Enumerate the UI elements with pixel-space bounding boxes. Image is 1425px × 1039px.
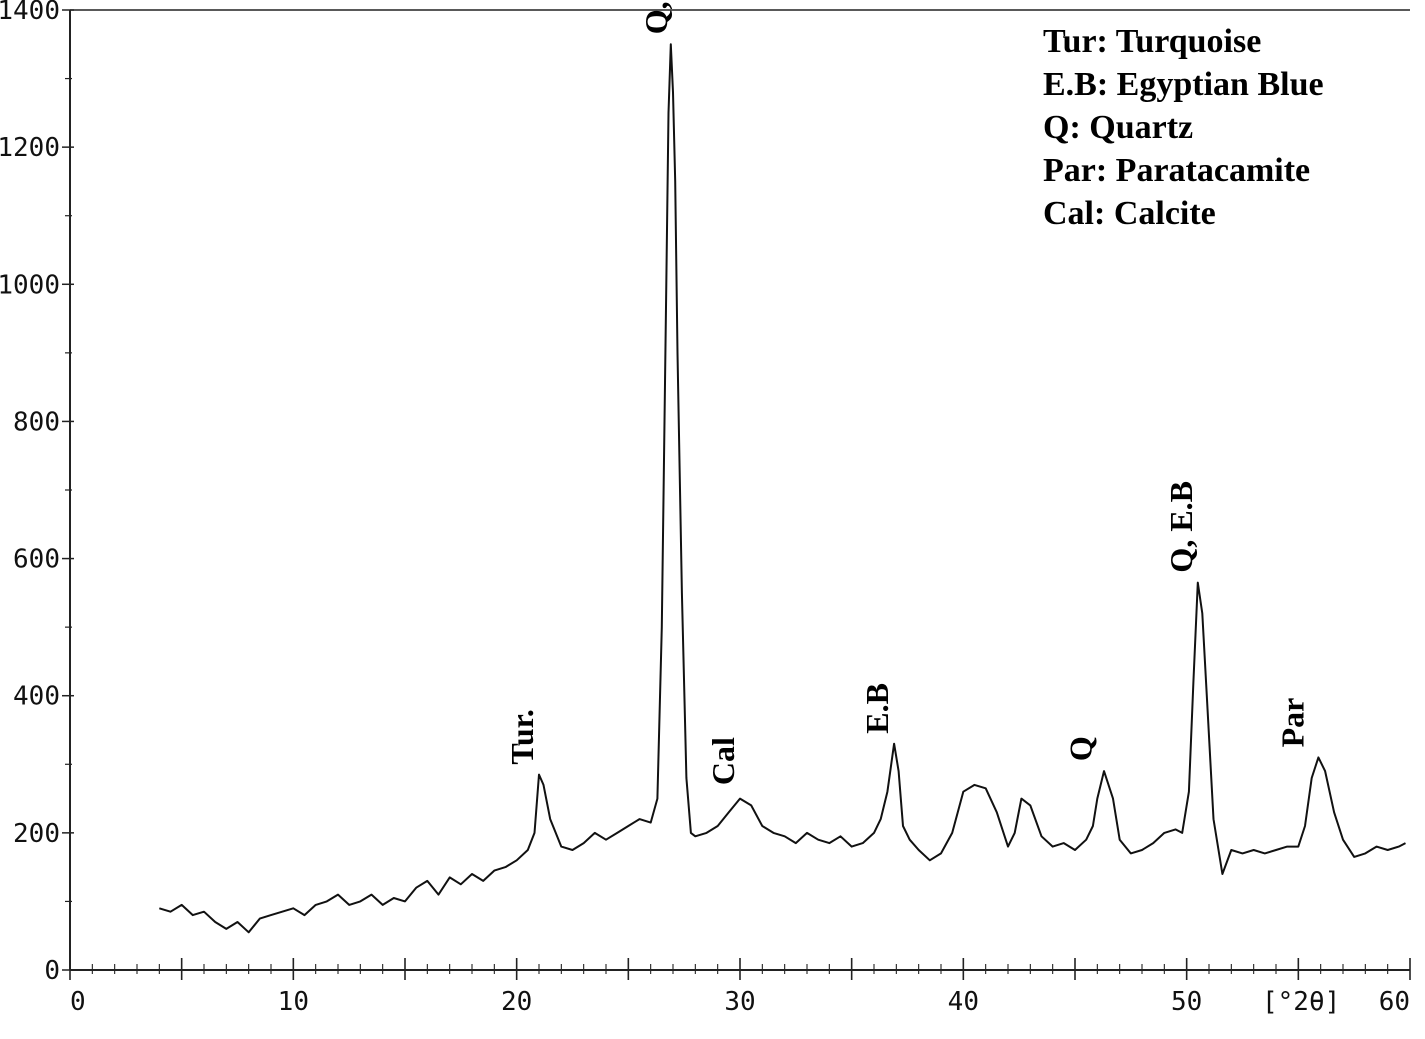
y-tick-label: 1000 bbox=[0, 270, 60, 300]
x-tick-label: 20 bbox=[501, 987, 532, 1017]
y-tick-label: 600 bbox=[13, 545, 60, 575]
y-tick-label: 0 bbox=[44, 956, 60, 986]
peak-label: E.B bbox=[859, 683, 895, 734]
peak-label: Par bbox=[1275, 698, 1311, 748]
y-tick-label: 200 bbox=[13, 819, 60, 849]
peak-label: Q bbox=[1062, 736, 1098, 761]
x-tick-label: 0 bbox=[70, 987, 86, 1017]
x-tick-label: 10 bbox=[278, 987, 309, 1017]
legend-entry-turquoise: Tur: Turquoise bbox=[1043, 23, 1262, 60]
x-tick-label: 40 bbox=[948, 987, 979, 1017]
diffraction-pattern-line bbox=[159, 43, 1406, 934]
y-tick-label: 800 bbox=[13, 407, 60, 437]
peak-label: Q, E.B bbox=[638, 0, 674, 34]
legend-entry-calcite: Cal: Calcite bbox=[1043, 195, 1216, 232]
legend-entry-egyptian-blue: E.B: Egyptian Blue bbox=[1043, 66, 1324, 103]
x-tick-label: 60 bbox=[1379, 987, 1410, 1017]
y-tick-label: 1400 bbox=[0, 0, 60, 26]
legend-entry-paratacamite: Par: Paratacamite bbox=[1043, 152, 1311, 189]
y-tick-label: 400 bbox=[13, 682, 60, 712]
peak-label: Tur. bbox=[504, 709, 540, 764]
y-tick-label: 1200 bbox=[0, 133, 60, 163]
x-tick-label: 50 bbox=[1171, 987, 1202, 1017]
peak-label: Cal bbox=[705, 737, 741, 785]
legend-entry-quartz: Q: Quartz bbox=[1043, 109, 1194, 146]
x-tick-label: 30 bbox=[724, 987, 755, 1017]
x-axis-label: [°2θ] bbox=[1262, 987, 1340, 1017]
chart-legend: Tur: Turquoise E.B: Egyptian Blue Q: Qua… bbox=[1043, 20, 1324, 235]
peak-label: Q, E.B bbox=[1163, 481, 1199, 573]
